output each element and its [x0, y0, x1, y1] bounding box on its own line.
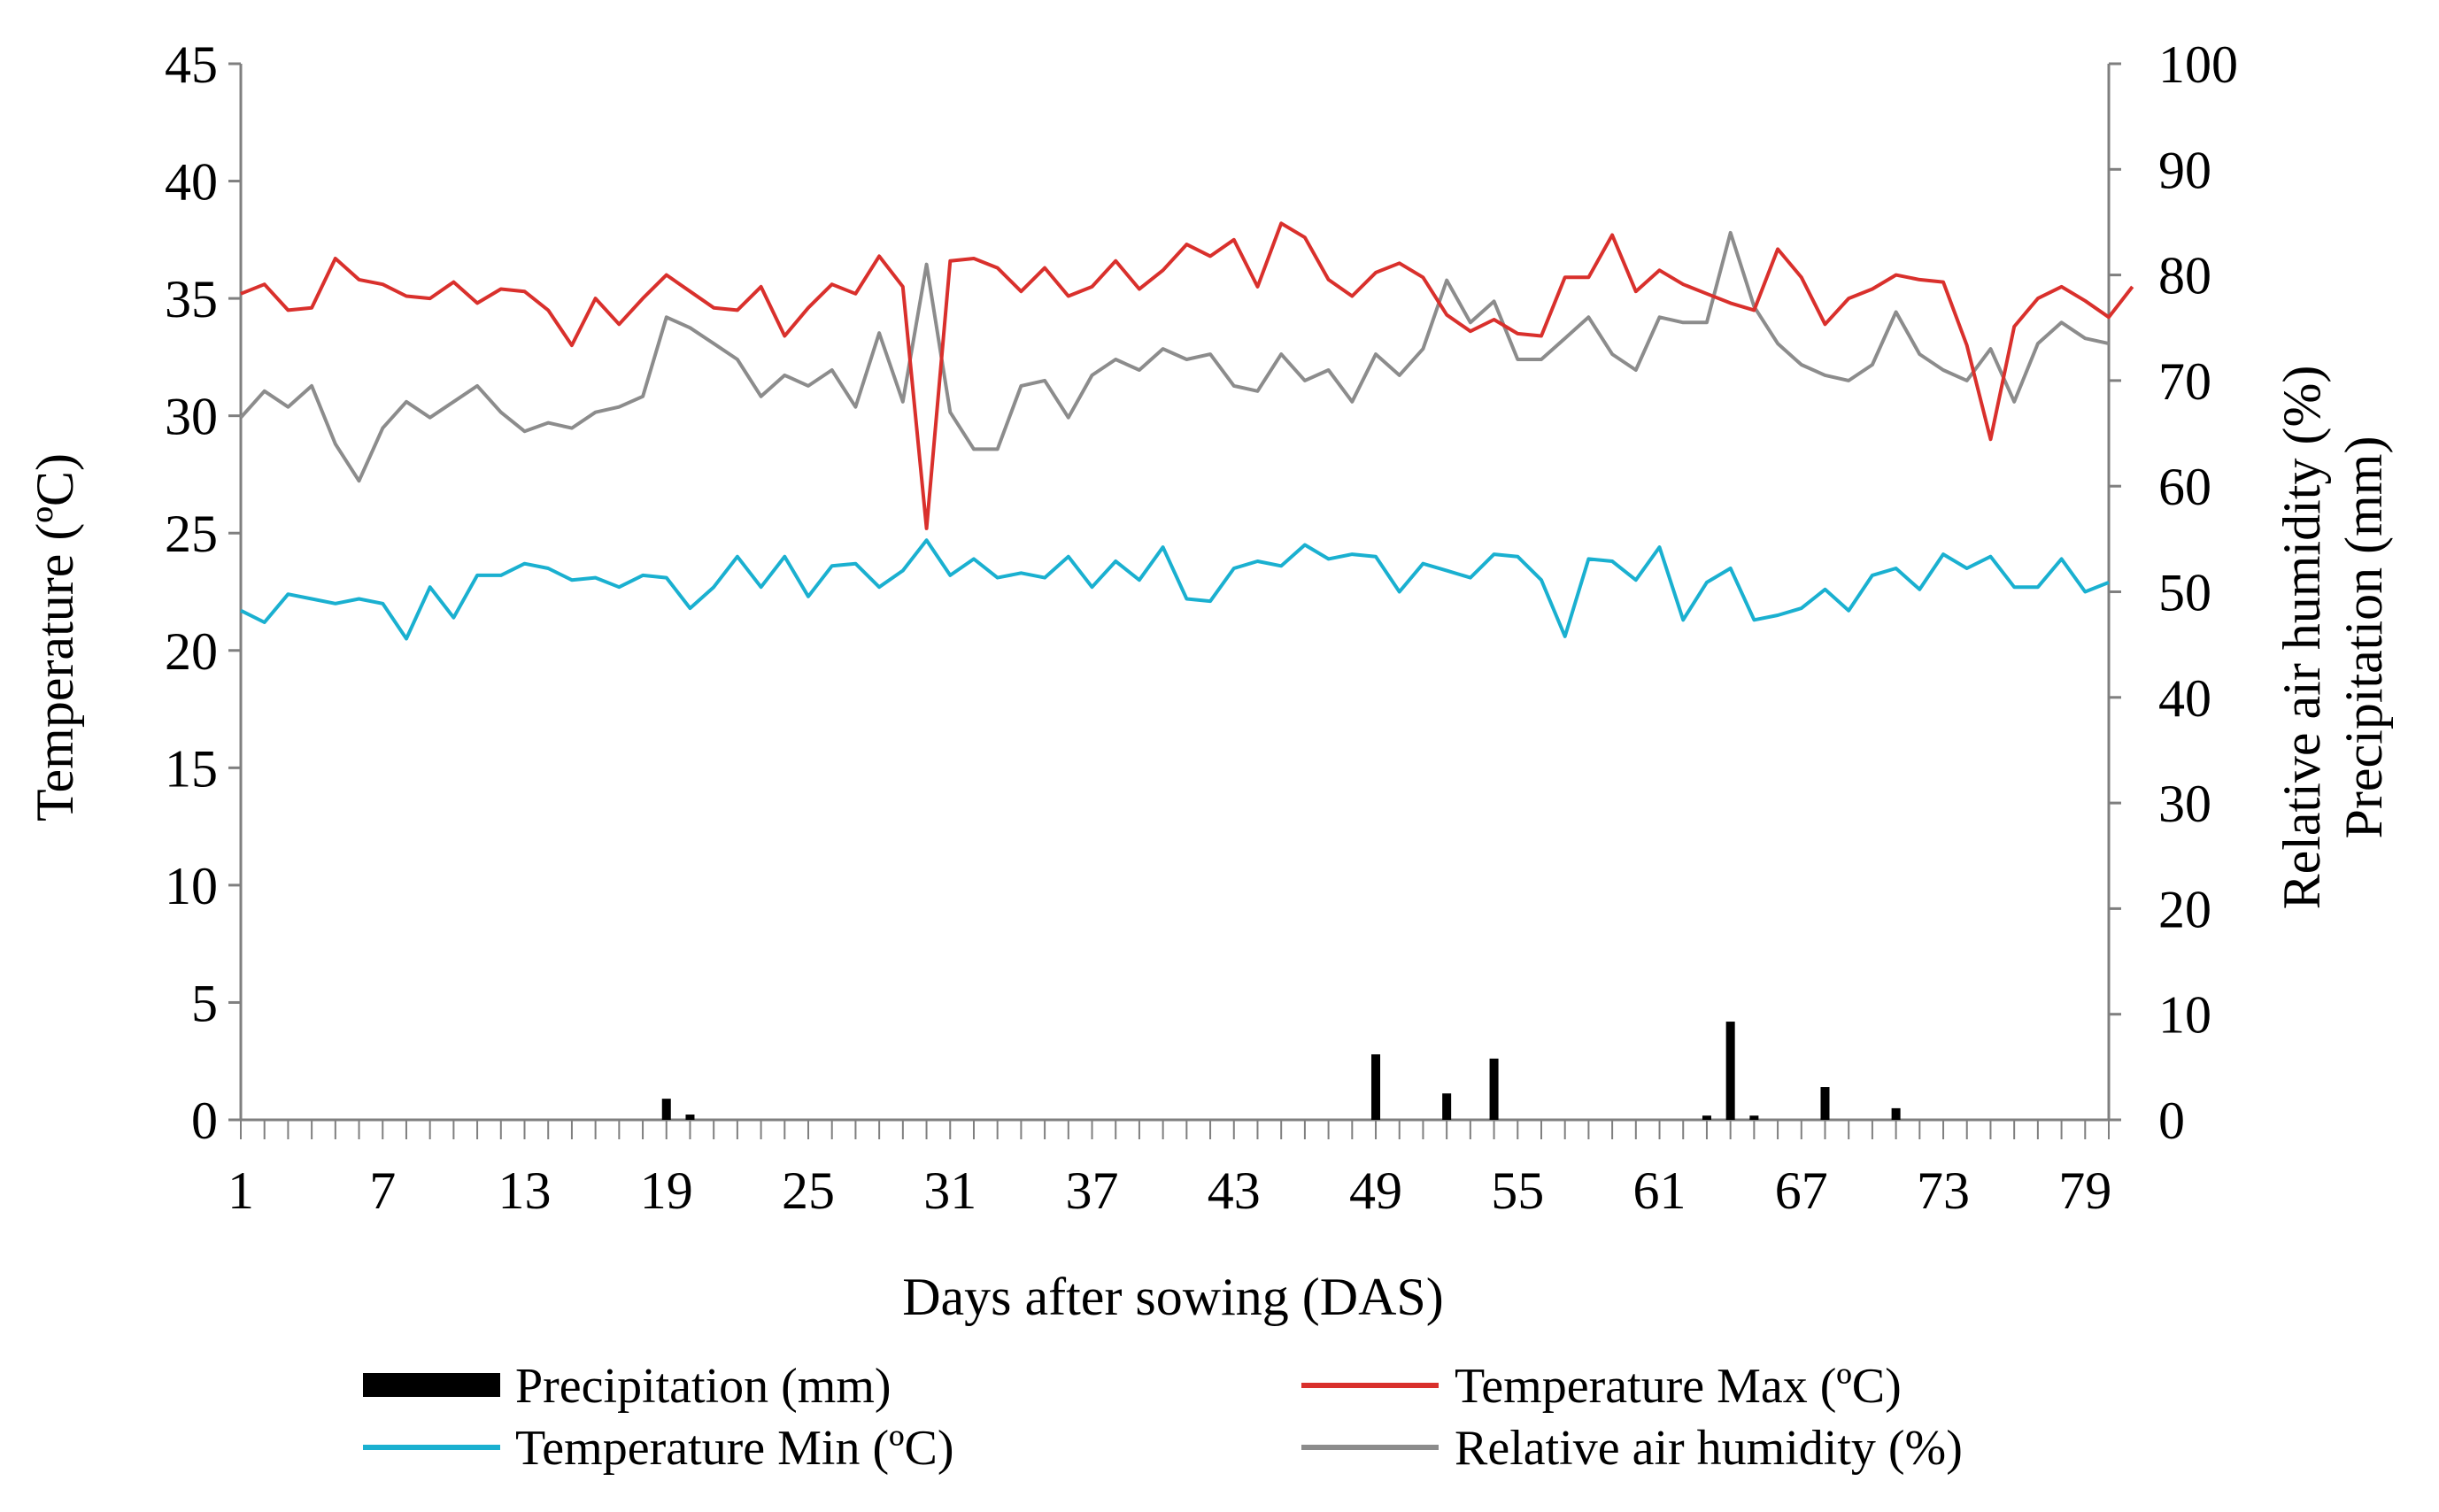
- legend-item-temperature-max: Temperature Max (ºC): [1301, 1359, 1902, 1414]
- legend-label-relative-humidity: Relative air humidity (%): [1455, 1421, 1963, 1476]
- x-tick-label: 55: [1491, 1161, 1544, 1220]
- x-tick-label: 43: [1208, 1161, 1261, 1220]
- tick-labels: 0 5 10 15 20 25 30 35 40 45 0 10 20 30 40 50 60 70 80 90 100…: [165, 35, 2238, 1220]
- legend: Precipitation (mm) Temperature Max (ºC) …: [363, 1359, 1963, 1476]
- x-axis-title: Days after sowing (DAS): [902, 1268, 1444, 1326]
- y2-tick-label: 30: [2158, 775, 2211, 833]
- x-tick-label: 73: [1917, 1161, 1970, 1220]
- x-tick-label: 25: [782, 1161, 835, 1220]
- y2-tick-label: 90: [2158, 141, 2211, 199]
- y2-tick-label: 40: [2158, 669, 2211, 728]
- series-line-temperature-max-c: [240, 221, 2134, 530]
- series-line-relative-air-humidity: [239, 230, 2110, 483]
- y2-tick-label: 0: [2158, 1092, 2185, 1150]
- y-tick-label: 20: [165, 622, 218, 681]
- legend-label-precipitation: Precipitation (mm): [515, 1359, 891, 1414]
- y2-tick-label: 70: [2158, 352, 2211, 411]
- precipitation-bar: [1442, 1093, 1452, 1120]
- legend-item-temperature-min: Temperature Min (ºC): [363, 1421, 954, 1476]
- legend-swatch-precipitation: [363, 1373, 500, 1397]
- precipitation-bar: [1749, 1115, 1759, 1120]
- precipitation-bar: [1891, 1107, 1901, 1120]
- y2-tick-label: 100: [2158, 35, 2238, 94]
- y-tick-label: 10: [165, 857, 218, 915]
- legend-item-precipitation: Precipitation (mm): [363, 1359, 891, 1414]
- x-tick-label: 13: [498, 1161, 552, 1220]
- precipitation-bar: [661, 1099, 671, 1120]
- precipitation-bar: [1371, 1054, 1381, 1120]
- y-tick-label: 35: [165, 270, 218, 328]
- y2-tick-label: 20: [2158, 880, 2211, 938]
- y-tick-label: 5: [191, 974, 218, 1032]
- x-tick-label: 37: [1066, 1161, 1119, 1220]
- precipitation-bars: [661, 1022, 1901, 1120]
- precipitation-bar: [1820, 1087, 1830, 1120]
- y-tick-label: 0: [191, 1092, 218, 1150]
- x-tick-label: 1: [228, 1161, 254, 1220]
- y2-tick-label: 10: [2158, 986, 2211, 1045]
- x-tick-label: 67: [1775, 1161, 1828, 1220]
- x-tick-label: 31: [923, 1161, 976, 1220]
- precipitation-bar: [1725, 1022, 1735, 1120]
- y-tick-label: 40: [165, 153, 218, 212]
- y-tick-label: 45: [165, 35, 218, 94]
- x-tick-label: 61: [1633, 1161, 1686, 1220]
- y-tick-label: 15: [165, 739, 218, 798]
- y2-tick-label: 80: [2158, 247, 2211, 305]
- y-tick-label: 25: [165, 505, 218, 563]
- y-axis-title: Temperature (ºC): [26, 453, 84, 822]
- y2-axis-title-precipitation: Precipitation (mm): [2335, 436, 2393, 839]
- y-tick-label: 30: [165, 388, 218, 446]
- axes: [228, 62, 2121, 1139]
- y2-axis-title-humidity: Relative air humidity (%): [2273, 366, 2331, 910]
- x-tick-label: 19: [640, 1161, 693, 1220]
- legend-item-relative-humidity: Relative air humidity (%): [1301, 1421, 1963, 1476]
- y2-tick-label: 60: [2158, 458, 2211, 516]
- x-tick-label: 7: [369, 1161, 396, 1220]
- plot-area: 0 5 10 15 20 25 30 35 40 45 0 10 20 30 40 50 60 70 80 90 100…: [165, 35, 2238, 1220]
- legend-label-temperature-min: Temperature Min (ºC): [515, 1421, 954, 1476]
- precipitation-bar: [685, 1115, 695, 1120]
- legend-label-temperature-max: Temperature Max (ºC): [1455, 1359, 1902, 1414]
- x-tick-label: 79: [2058, 1161, 2111, 1220]
- series-line-temperature-min-c: [240, 538, 2110, 641]
- precipitation-bar: [1702, 1115, 1711, 1120]
- y2-tick-label: 50: [2158, 564, 2211, 622]
- precipitation-bar: [1489, 1058, 1499, 1120]
- x-tick-label: 49: [1349, 1161, 1402, 1220]
- series-lines: [239, 221, 2134, 641]
